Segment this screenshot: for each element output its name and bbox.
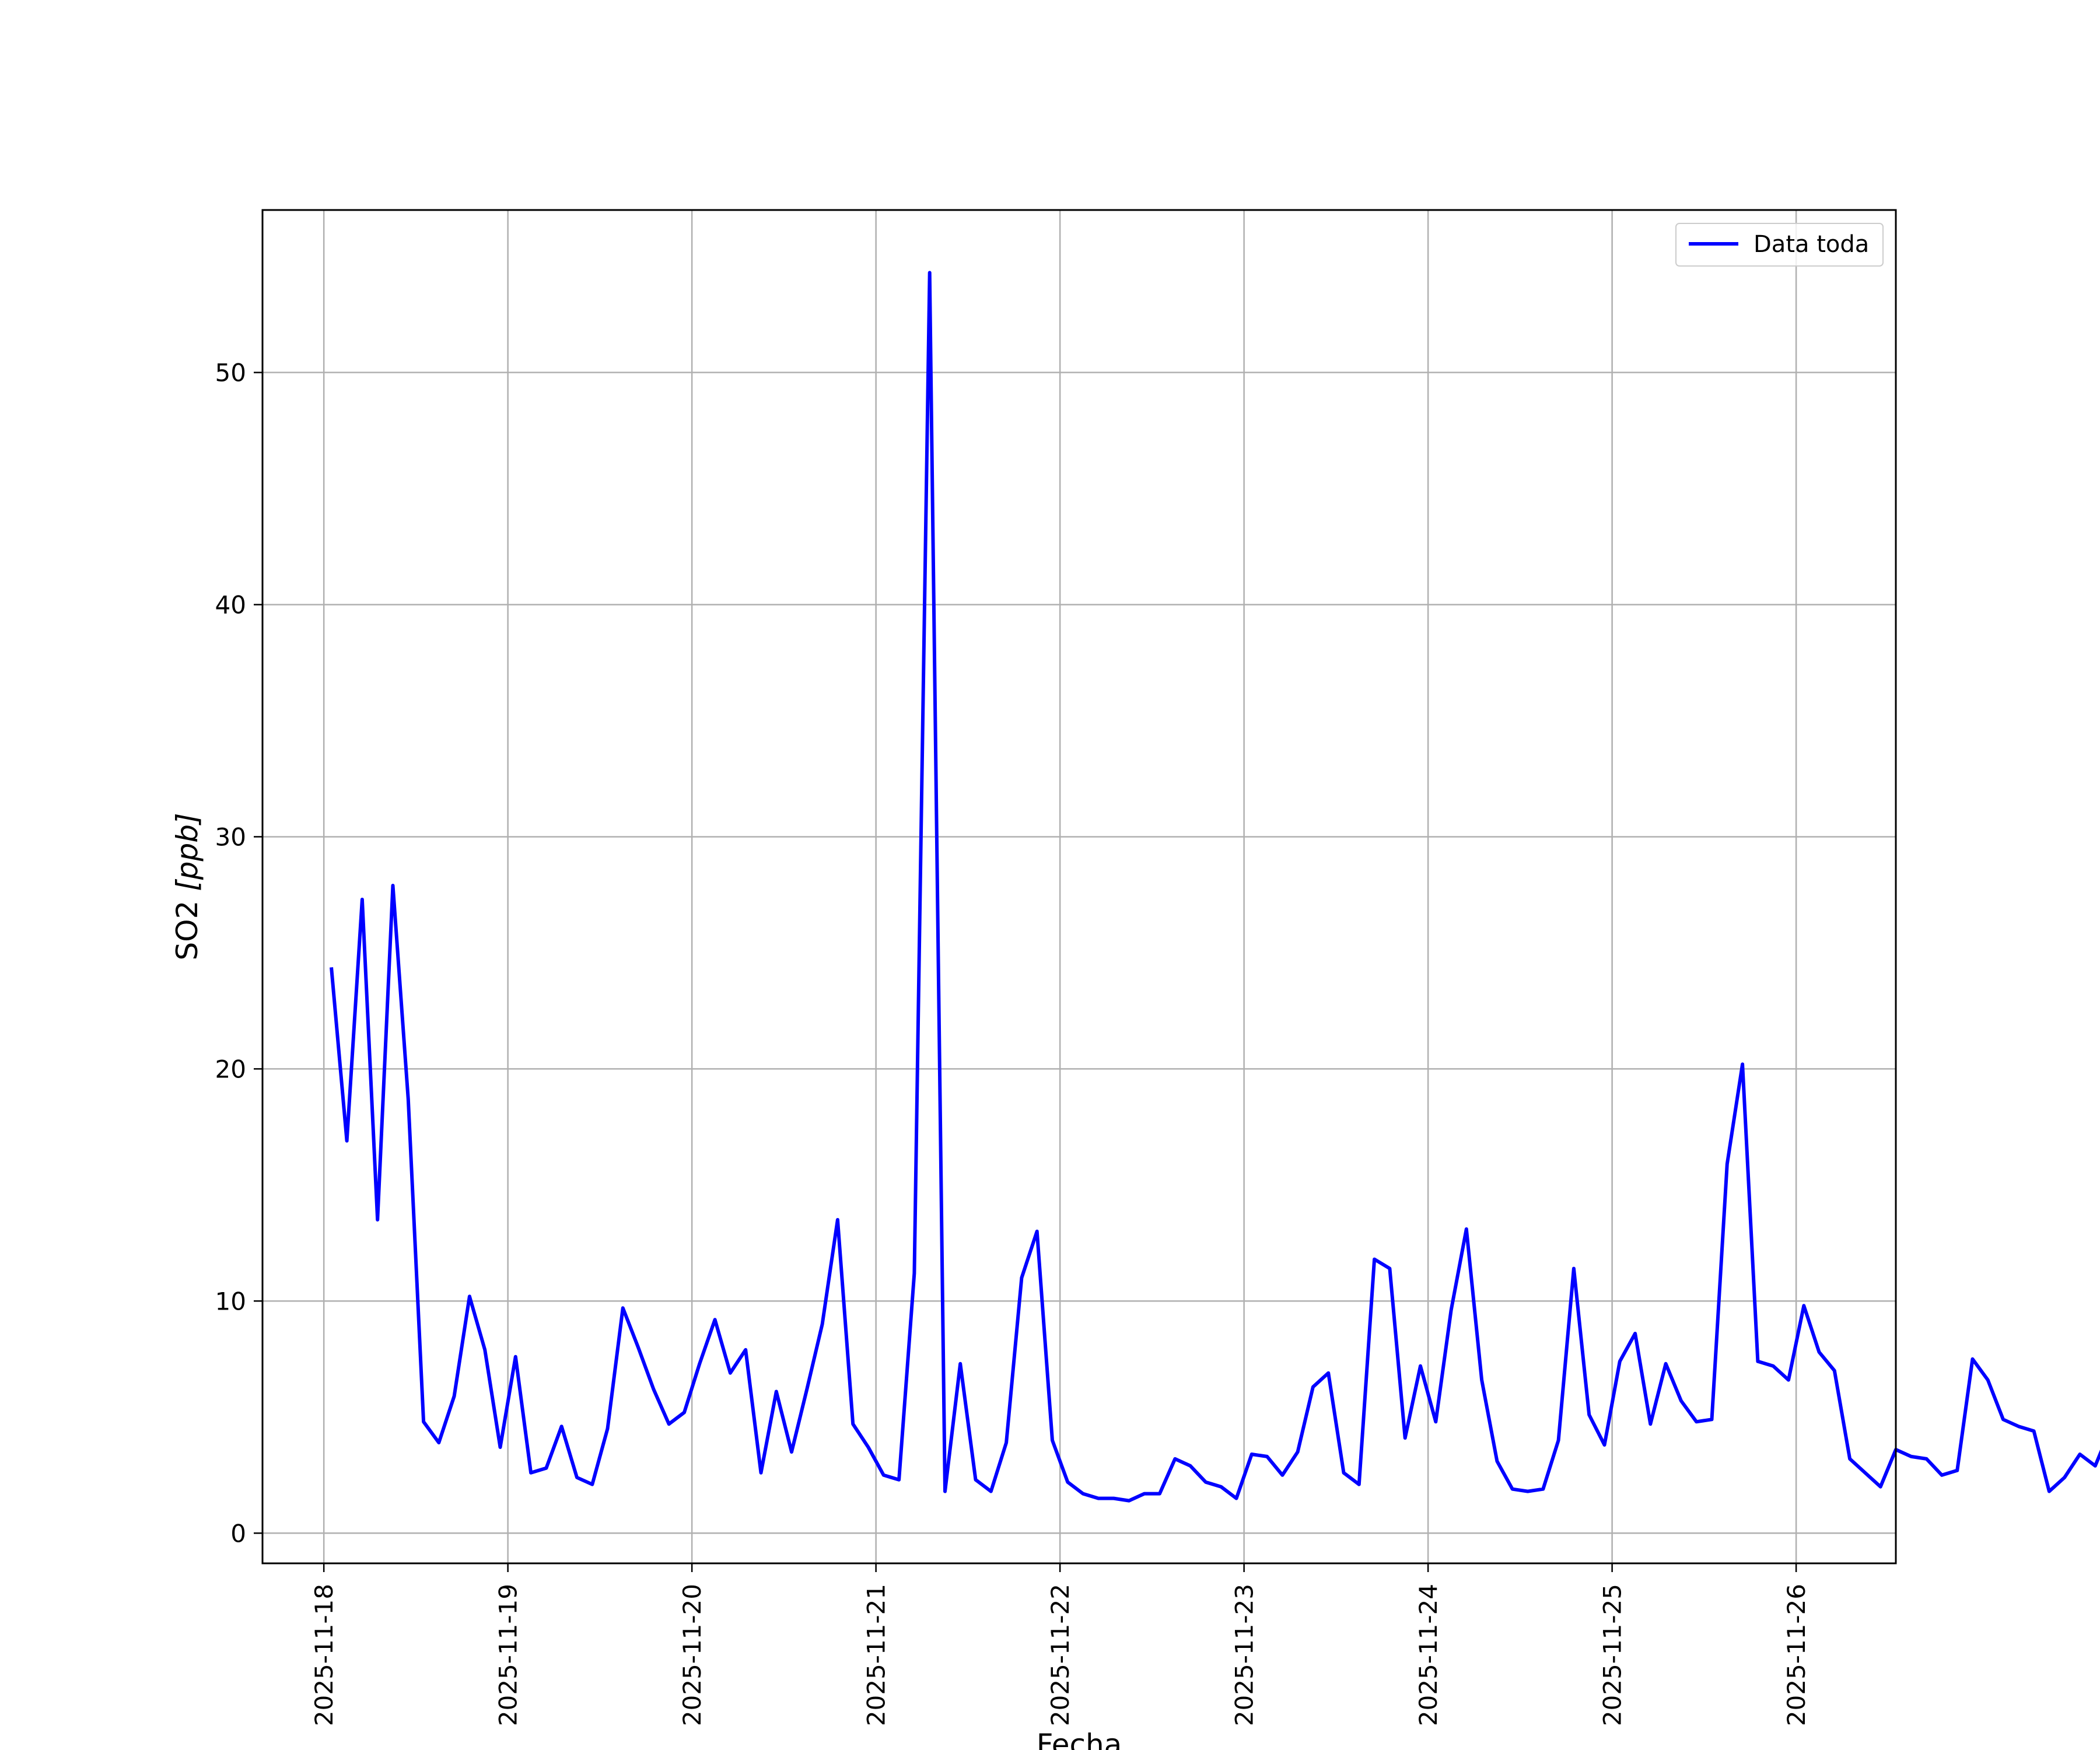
x-axis-label: Fecha bbox=[1037, 1728, 1122, 1750]
y-tick-label: 20 bbox=[215, 1055, 246, 1083]
x-tick-label: 2025-11-18 bbox=[310, 1584, 338, 1726]
x-tick-label: 2025-11-25 bbox=[1598, 1584, 1627, 1726]
y-tick-label: 40 bbox=[215, 591, 246, 620]
y-axis-label-unit: [ppb] bbox=[170, 813, 204, 891]
series-line-data-toda bbox=[330, 271, 2100, 1503]
grid-lines bbox=[262, 210, 1896, 1563]
x-axis: 2025-11-18 2025-11-19 2025-11-20 2025-11-21… bbox=[310, 1563, 1811, 1726]
y-tick-label: 0 bbox=[230, 1519, 246, 1548]
x-tick-label: 2025-11-24 bbox=[1414, 1584, 1443, 1726]
x-tick-label: 2025-11-19 bbox=[494, 1584, 523, 1726]
series-layer bbox=[330, 271, 2100, 1503]
x-tick-label: 2025-11-26 bbox=[1782, 1584, 1811, 1726]
x-tick-label: 2025-11-23 bbox=[1230, 1584, 1259, 1726]
legend-label-data-toda: Data toda bbox=[1754, 231, 1869, 258]
legend-box bbox=[1675, 223, 1884, 267]
y-tick-label: 30 bbox=[215, 822, 246, 851]
x-tick-label: 2025-11-20 bbox=[678, 1584, 706, 1726]
y-axis-label: SO2 [ppb] bbox=[170, 813, 204, 960]
y-tick-label: 10 bbox=[215, 1287, 246, 1315]
y-tick-label: 50 bbox=[215, 359, 246, 387]
legend: Data toda bbox=[1675, 223, 1884, 267]
y-axis: 0 10 20 30 40 50 bbox=[215, 359, 262, 1548]
x-tick-label: 2025-11-22 bbox=[1046, 1584, 1074, 1726]
x-tick-label: 2025-11-21 bbox=[862, 1584, 891, 1726]
y-axis-label-main: SO2 bbox=[170, 891, 204, 961]
plot-frame bbox=[261, 209, 1897, 1564]
